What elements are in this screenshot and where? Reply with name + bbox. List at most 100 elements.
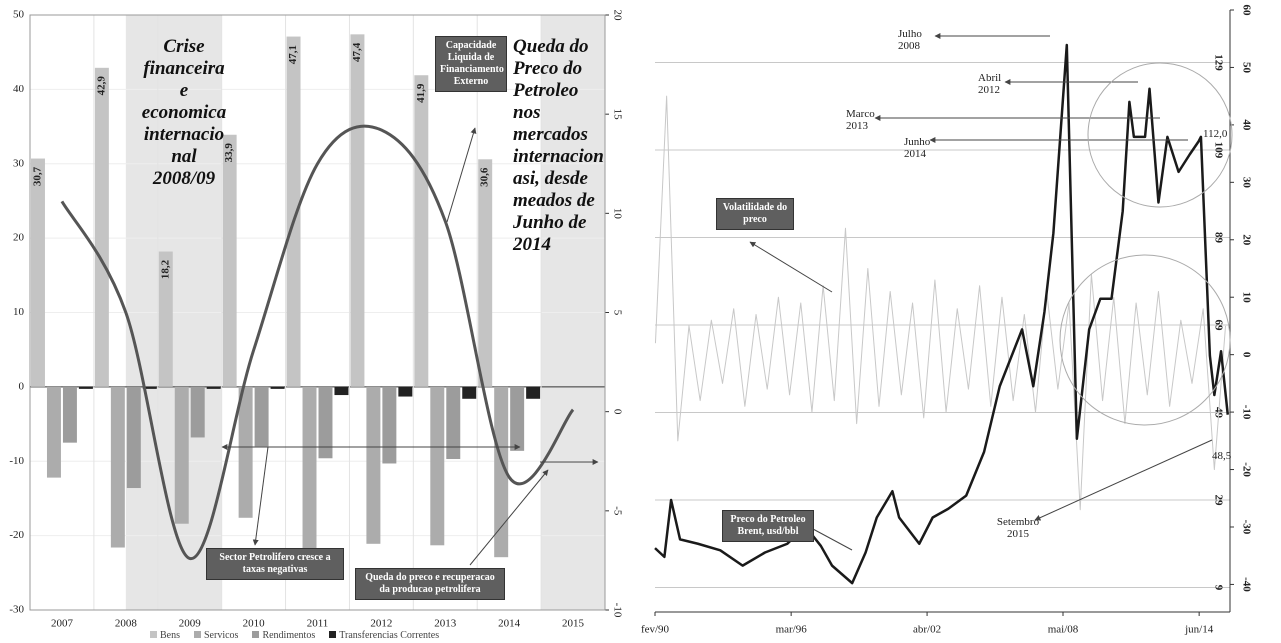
legend-label: Servicos [204, 630, 239, 641]
bar [142, 386, 157, 389]
x-tick-label: 2008 [115, 618, 138, 630]
x-tick-label: 2010 [243, 618, 266, 630]
y-tick-label: 89 [1212, 232, 1224, 244]
annotation: Marco 2013 [846, 108, 875, 132]
y-tick-label: 40 [13, 83, 25, 95]
arrow [469, 469, 549, 566]
annotation: Junho 2014 [904, 136, 931, 160]
bar [318, 386, 333, 459]
y2-tick-label: 5 [611, 310, 623, 316]
bar [430, 386, 445, 546]
bar [238, 386, 253, 518]
legend-label: Rendimentos [262, 630, 316, 641]
legend-swatch [194, 631, 201, 638]
data-label: 18,2 [159, 259, 171, 279]
arrow [749, 241, 833, 293]
legend-item: Rendimentos [252, 630, 315, 641]
legend: Bens Servicos Rendimentos Transferencias Co… [150, 630, 439, 641]
legend-item: Bens [150, 630, 180, 641]
y2-tick-label: 15 [611, 109, 623, 121]
y2-tick-label: -20 [1240, 462, 1252, 477]
annotation: Queda do preco e recuperacao da producao… [355, 568, 505, 600]
bar [350, 34, 365, 387]
data-label: 47,4 [351, 42, 363, 62]
y2-tick-label: 10 [1240, 292, 1252, 304]
x-tick-label: 2012 [370, 618, 392, 630]
y2-tick-label: -40 [1240, 577, 1252, 592]
y-tick-label: 69 [1212, 320, 1224, 332]
data-label: 30,6 [479, 167, 491, 187]
line-label: Preco do Petroleo Brent, usd/bbl [722, 510, 814, 542]
y-tick-label: 50 [13, 9, 25, 21]
annotation: Julho 2008 [898, 28, 922, 52]
y-tick-label: 129 [1212, 54, 1224, 71]
y2-tick-label: -10 [1240, 405, 1252, 420]
y2-tick-label: -10 [611, 603, 623, 618]
legend-swatch [150, 631, 157, 638]
y2-tick-label: 20 [611, 10, 623, 22]
data-label: 30,7 [32, 166, 44, 186]
y2-tick-label: -5 [611, 506, 623, 516]
y-tick-label: -20 [9, 529, 24, 541]
legend-swatch [252, 631, 260, 638]
plot-frame [29, 14, 606, 611]
y-tick-label: -10 [9, 455, 24, 467]
bar [302, 386, 317, 556]
annotation: 112,0 [1203, 128, 1228, 140]
bar [382, 386, 397, 464]
line-label: Volatilidade do preco [716, 198, 794, 230]
bar [254, 386, 269, 447]
x-tick-label: mai/08 [1048, 624, 1079, 636]
arrow [446, 127, 477, 223]
annotation: Crise financeira e economica internacio … [141, 36, 227, 189]
bar [78, 386, 93, 389]
bar [462, 386, 477, 399]
bar [158, 251, 173, 387]
y-tick-label: 9 [1212, 585, 1224, 591]
annotation: Setembro 2015 [996, 516, 1040, 540]
bar [190, 386, 205, 438]
y2-tick-label: 50 [1240, 62, 1252, 74]
right-chart: 929496989109129-40-30-20-100102030405060… [641, 5, 1253, 636]
line [654, 95, 1227, 511]
annotation: 48,5 [1212, 450, 1232, 462]
bar [270, 386, 285, 389]
data-label: 42,9 [95, 76, 107, 96]
line [60, 124, 575, 560]
x-tick-label: 2011 [307, 618, 329, 630]
line-label: Capacidade Liquida de Financiamento Exte… [435, 36, 507, 92]
annotation: Abril 2012 [978, 72, 1002, 96]
x-tick-label: 2007 [51, 618, 74, 630]
arrow [1034, 439, 1213, 521]
bar [510, 386, 525, 451]
bar [94, 67, 109, 387]
annotation: Queda do Preco do Petroleo nos mercados … [513, 36, 604, 255]
bar [206, 386, 221, 389]
x-tick-label: jun/14 [1184, 624, 1214, 636]
x-tick-label: 2013 [434, 618, 457, 630]
y2-tick-label: 60 [1240, 5, 1252, 17]
bar [478, 159, 493, 387]
x-tick-label: 2009 [179, 618, 202, 630]
x-tick-label: 2015 [562, 618, 585, 630]
y2-tick-label: 10 [611, 208, 623, 220]
bar [494, 386, 509, 558]
highlight-circle [1087, 62, 1233, 208]
bar [222, 134, 237, 387]
x-tick-label: abr/02 [913, 624, 941, 636]
data-label: 41,9 [415, 83, 427, 103]
bar [174, 386, 189, 524]
x-tick-label: 2014 [498, 618, 521, 630]
annotation: Sector Petrolifero cresce a taxas negati… [206, 548, 344, 580]
y2-tick-label: -30 [1240, 520, 1252, 535]
bar [31, 158, 45, 387]
bar [414, 75, 429, 387]
y-tick-label: 10 [13, 306, 25, 318]
legend-swatch [329, 631, 337, 638]
y-tick-label: 20 [13, 232, 25, 244]
bar [334, 386, 349, 396]
y-tick-label: -30 [9, 604, 24, 616]
data-label: 33,9 [223, 143, 235, 163]
